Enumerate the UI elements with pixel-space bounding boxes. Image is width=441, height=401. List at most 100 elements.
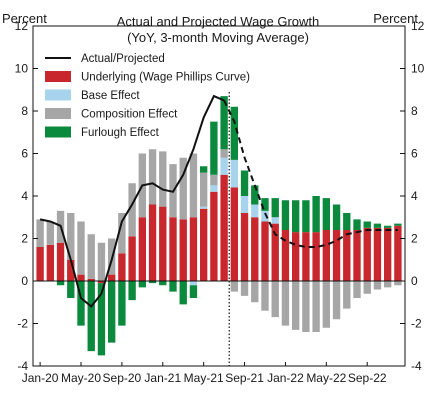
bar-0-26 [302, 232, 310, 281]
ytick-left-label: 8 [21, 104, 28, 118]
bar-2-33 [373, 281, 382, 290]
y-axis-label-left: Percent [2, 11, 47, 26]
bar-3-12 [159, 281, 167, 286]
ytick-right-label: 10 [411, 62, 425, 76]
bar-0-15 [189, 217, 198, 281]
bar-3-3 [67, 281, 75, 298]
ytick-right-label: 8 [411, 104, 418, 118]
xtick-label: May-20 [61, 371, 101, 385]
actual-projected-line [39, 94, 398, 308]
bar-3-22 [261, 198, 269, 211]
bar-0-25 [291, 232, 300, 281]
legend-swatch-3 [45, 126, 71, 138]
bar-0-12 [159, 206, 167, 281]
bar-2-4 [77, 221, 85, 275]
bar-0-27 [312, 232, 320, 281]
bar-3-30 [343, 213, 351, 230]
bar-3-14 [179, 281, 187, 305]
bar-0-35 [394, 225, 402, 281]
bar-0-34 [383, 227, 392, 281]
bar-2-24 [281, 281, 290, 326]
bar-2-21 [251, 281, 259, 303]
ytick-right-label: 12 [411, 19, 425, 33]
bar-0-16 [199, 208, 208, 281]
bar-3-21 [251, 185, 259, 205]
bar-3-19 [230, 106, 239, 160]
bar-0-23 [271, 223, 279, 281]
bar-0-11 [148, 204, 157, 281]
bar-2-23 [271, 281, 279, 318]
legend-label-line: Actual/Projected [81, 53, 165, 65]
bar-0-29 [332, 230, 341, 281]
bar-3-31 [353, 219, 361, 230]
bar-0-19 [230, 187, 239, 281]
bar-0-21 [251, 217, 259, 281]
bar-3-7 [107, 281, 116, 343]
bar-3-5 [87, 281, 95, 352]
bar-1-18 [220, 157, 228, 175]
bar-0-0 [36, 247, 44, 281]
bar-3-16 [199, 166, 208, 173]
legend-label-1: Base Effect [81, 90, 140, 102]
bar-1-16 [199, 206, 208, 209]
bar-2-22 [261, 281, 269, 311]
bar-3-24 [281, 200, 290, 230]
xtick-label: Sep-21 [225, 371, 264, 385]
bar-2-20 [240, 281, 249, 296]
bar-3-4 [77, 281, 85, 326]
chart-title: Actual and Projected Wage Growth [117, 14, 320, 29]
bar-0-28 [322, 230, 331, 281]
bar-3-17 [210, 121, 218, 175]
bar-1-22 [261, 210, 269, 222]
bar-2-19 [230, 281, 239, 292]
xtick-label: May-22 [306, 371, 346, 385]
ytick-right-label: 4 [411, 189, 418, 203]
ytick-right-label: 0 [411, 274, 418, 288]
legend-label-0: Underlying (Wage Phillips Curve) [81, 72, 250, 84]
bar-3-33 [373, 223, 382, 228]
bar-2-29 [332, 281, 341, 320]
xtick-label: Jan-21 [144, 371, 181, 385]
bar-3-23 [271, 198, 279, 218]
bar-1-17 [210, 185, 218, 192]
bar-3-2 [56, 281, 65, 286]
ytick-right-label: -2 [411, 317, 422, 331]
bar-2-0 [36, 219, 44, 247]
bar-3-11 [148, 281, 157, 284]
ytick-left-label: -2 [17, 317, 28, 331]
bar-3-10 [138, 281, 147, 288]
ytick-right-label: 6 [411, 147, 418, 161]
x-ticks: Jan-20 May-20 Sep-20 Jan-21 May-21 Sep-21 Jan-… [22, 362, 387, 385]
y-ticks: -4 -4 -2 -2 0 0 2 2 4 4 6 6 8 8 10 10 12 12 [15, 19, 425, 373]
bar-2-9 [128, 183, 136, 237]
bar-1-15 [189, 281, 198, 286]
bar-0-18 [220, 174, 228, 281]
ytick-left-label: 4 [21, 189, 28, 203]
bar-0-24 [281, 230, 290, 281]
bar-3-26 [302, 200, 310, 233]
bar-2-6 [97, 242, 106, 281]
bar-2-17 [210, 174, 218, 186]
bar-3-29 [332, 204, 341, 230]
bar-3-28 [322, 198, 331, 230]
bar-2-25 [291, 281, 300, 330]
bar-2-32 [363, 281, 371, 294]
bar-0-30 [343, 230, 351, 281]
bar-2-18 [220, 149, 228, 158]
bar-1-21 [251, 204, 259, 218]
bar-0-33 [373, 227, 382, 281]
bar-0-22 [261, 221, 269, 281]
xtick-label: May-21 [184, 371, 224, 385]
legend-swatch-1 [45, 89, 71, 101]
bar-3-35 [394, 223, 402, 226]
xtick-label: Jan-22 [267, 371, 304, 385]
bar-2-26 [302, 281, 310, 332]
bar-0-8 [118, 253, 126, 281]
xtick-label: Jan-20 [22, 371, 59, 385]
bar-2-27 [312, 281, 320, 332]
ytick-left-label: 10 [15, 62, 29, 76]
bar-0-20 [240, 213, 249, 281]
bar-3-6 [97, 283, 106, 356]
legend-swatch-2 [45, 108, 71, 119]
bar-1-19 [230, 159, 239, 188]
